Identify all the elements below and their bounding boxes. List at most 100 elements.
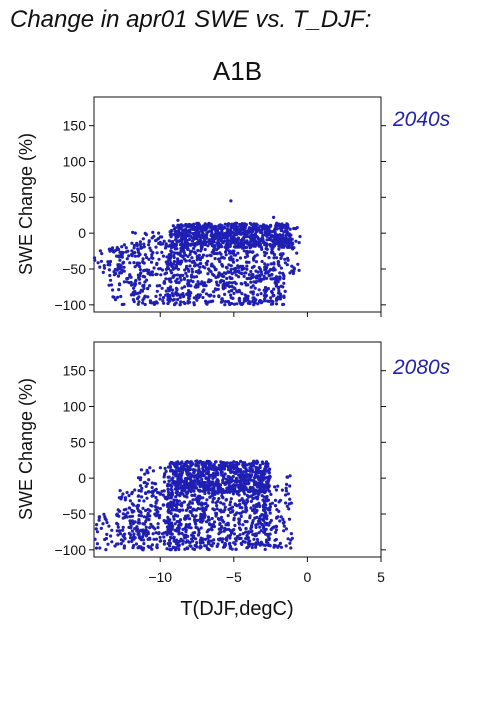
data-point <box>226 534 230 538</box>
data-point <box>252 480 256 484</box>
data-point <box>172 535 176 539</box>
data-point <box>281 302 285 307</box>
data-point <box>101 270 105 274</box>
data-point <box>172 255 176 260</box>
data-point <box>170 532 174 536</box>
data-point <box>226 231 230 235</box>
data-point <box>238 511 242 515</box>
data-point <box>167 544 172 548</box>
data-point <box>264 460 269 464</box>
data-point <box>278 519 282 523</box>
data-point <box>172 498 176 502</box>
data-point <box>175 529 179 533</box>
data-point <box>267 236 272 241</box>
data-point <box>286 537 290 541</box>
data-point <box>221 502 225 506</box>
data-point <box>254 280 258 284</box>
data-point <box>104 536 108 541</box>
data-point <box>102 512 106 516</box>
data-point <box>243 224 247 228</box>
data-point <box>167 493 171 497</box>
data-point <box>154 495 158 500</box>
data-point <box>169 244 173 248</box>
data-point <box>206 244 210 248</box>
data-point <box>234 547 238 552</box>
data-point <box>122 265 126 269</box>
data-point <box>93 537 97 541</box>
data-point <box>207 240 211 244</box>
data-point <box>216 227 220 231</box>
data-point <box>202 284 206 288</box>
data-point <box>193 515 197 519</box>
data-point <box>210 482 214 487</box>
data-point <box>250 545 254 550</box>
data-point <box>222 543 227 547</box>
data-point <box>260 300 264 304</box>
data-point <box>152 537 156 541</box>
data-point <box>207 491 211 495</box>
data-point <box>139 514 144 518</box>
data-point <box>276 286 280 290</box>
data-point <box>245 254 250 258</box>
data-point <box>216 287 220 291</box>
data-point <box>266 263 270 267</box>
data-point <box>140 495 144 499</box>
data-point <box>199 236 203 240</box>
data-point <box>189 242 193 246</box>
data-point <box>284 501 288 505</box>
data-point <box>235 258 239 262</box>
data-point <box>182 294 186 298</box>
y-axis-label: SWE Change (%) <box>16 378 36 520</box>
data-point <box>263 291 267 295</box>
data-point <box>279 545 283 549</box>
data-point <box>174 286 178 290</box>
data-point <box>217 257 221 261</box>
data-point <box>282 529 286 533</box>
data-point <box>240 245 244 249</box>
data-point <box>188 264 192 268</box>
data-point <box>199 261 203 266</box>
data-point <box>194 508 198 512</box>
data-point <box>178 494 182 498</box>
data-point <box>154 245 158 249</box>
data-point <box>245 534 249 538</box>
data-point <box>285 504 289 508</box>
data-point <box>158 297 162 301</box>
data-point <box>229 531 234 535</box>
data-point <box>251 275 255 279</box>
data-point <box>263 547 267 552</box>
data-point <box>192 480 196 484</box>
data-point <box>223 303 227 307</box>
data-point <box>230 222 234 226</box>
data-point <box>155 289 159 293</box>
y-tick-label: −100 <box>54 542 86 558</box>
data-point <box>271 238 275 242</box>
data-point <box>194 283 198 287</box>
data-point <box>141 548 145 552</box>
data-point <box>202 511 206 515</box>
data-point <box>188 472 192 476</box>
data-point <box>204 292 209 296</box>
data-point <box>189 284 193 288</box>
data-point <box>247 462 251 466</box>
data-point <box>132 520 136 524</box>
data-point <box>231 470 235 474</box>
data-point <box>109 278 113 282</box>
data-point <box>271 526 275 530</box>
data-point <box>232 291 236 295</box>
data-point <box>166 504 170 509</box>
data-point <box>171 274 175 278</box>
data-point <box>142 286 146 290</box>
data-point <box>245 235 249 239</box>
data-point <box>284 486 288 490</box>
data-point <box>272 215 276 219</box>
data-point <box>205 498 209 502</box>
data-point <box>187 540 191 544</box>
data-point <box>191 498 195 502</box>
data-point <box>250 250 255 254</box>
data-point <box>199 541 203 545</box>
data-point <box>142 269 146 273</box>
data-point <box>157 257 161 261</box>
data-point <box>119 271 123 275</box>
